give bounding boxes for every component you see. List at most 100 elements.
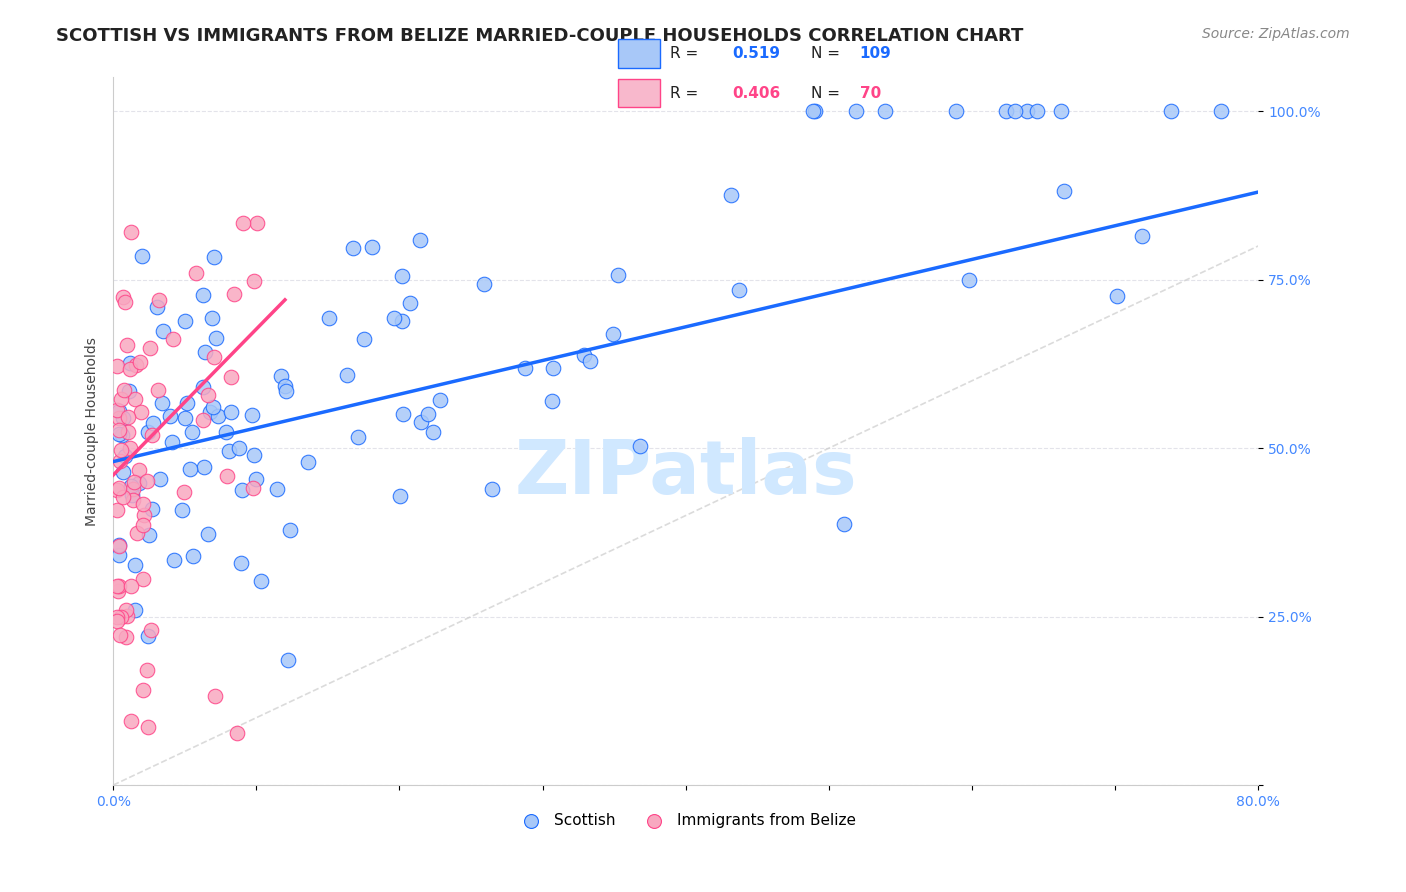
Point xyxy=(628,439,651,453)
Point xyxy=(945,104,967,119)
Point xyxy=(160,435,183,450)
Point xyxy=(429,392,451,407)
Point xyxy=(107,614,129,628)
Point xyxy=(336,368,359,382)
Point xyxy=(572,348,595,362)
Point xyxy=(297,455,319,469)
Point xyxy=(111,290,134,304)
Point xyxy=(353,332,375,346)
Text: R =: R = xyxy=(671,45,703,61)
Point xyxy=(224,286,246,301)
Point xyxy=(107,584,129,599)
Point xyxy=(389,489,412,503)
Point xyxy=(125,358,148,372)
Point xyxy=(607,268,630,282)
Point xyxy=(108,539,131,553)
Point xyxy=(1017,104,1039,119)
Point xyxy=(112,491,135,505)
Point xyxy=(107,359,129,373)
Point xyxy=(416,407,439,421)
Point xyxy=(110,610,132,624)
Point xyxy=(959,273,981,287)
Point xyxy=(122,475,145,490)
Point xyxy=(270,369,292,384)
Point xyxy=(278,523,301,537)
Point xyxy=(1130,228,1153,243)
Point xyxy=(191,413,214,427)
Point xyxy=(128,475,150,490)
Point xyxy=(392,408,415,422)
Point xyxy=(215,469,238,483)
Point xyxy=(107,579,129,593)
Point xyxy=(578,354,600,368)
Point xyxy=(875,104,897,119)
Point xyxy=(132,508,155,523)
Bar xyxy=(619,39,659,68)
Point xyxy=(1105,289,1128,303)
Point xyxy=(117,384,139,398)
Point xyxy=(391,269,413,284)
Point xyxy=(146,384,169,398)
Point xyxy=(720,187,742,202)
Point xyxy=(141,428,163,442)
Point xyxy=(122,492,145,507)
Text: 70: 70 xyxy=(859,86,882,101)
Point xyxy=(124,558,146,572)
Point xyxy=(139,341,162,355)
Point xyxy=(131,249,153,263)
Point xyxy=(115,602,138,616)
Text: ZIPatlas: ZIPatlas xyxy=(515,437,858,510)
Point xyxy=(142,416,165,430)
Point xyxy=(120,579,142,593)
Point xyxy=(152,324,174,338)
Point xyxy=(273,379,295,393)
Point xyxy=(117,409,139,424)
Point xyxy=(125,526,148,541)
Point xyxy=(994,104,1017,119)
Point xyxy=(242,481,264,495)
Point xyxy=(132,572,155,586)
Point xyxy=(110,443,132,458)
Point xyxy=(108,579,131,593)
Point xyxy=(243,274,266,288)
Text: 0.406: 0.406 xyxy=(733,86,780,101)
Point xyxy=(132,497,155,511)
Text: R =: R = xyxy=(671,86,703,101)
Point xyxy=(513,361,536,376)
Point xyxy=(173,485,195,500)
Point xyxy=(107,503,129,517)
Point xyxy=(108,548,131,562)
Point xyxy=(128,355,150,369)
Point xyxy=(201,310,224,325)
Point xyxy=(110,628,132,642)
Point xyxy=(107,483,129,498)
Point xyxy=(246,216,269,230)
Point xyxy=(186,266,208,280)
Point xyxy=(118,361,141,376)
Point xyxy=(110,392,132,406)
Point xyxy=(129,404,152,418)
Point xyxy=(108,481,131,495)
Point xyxy=(250,574,273,588)
Point xyxy=(118,356,141,370)
Point xyxy=(148,293,170,307)
Point xyxy=(219,404,242,418)
Point xyxy=(1004,104,1026,119)
Point xyxy=(266,482,288,496)
Point xyxy=(115,608,138,623)
Point xyxy=(228,441,250,455)
Point xyxy=(226,725,249,739)
Point xyxy=(114,294,136,309)
Point xyxy=(111,427,134,442)
Point xyxy=(1026,104,1049,119)
Point xyxy=(163,553,186,567)
Point xyxy=(117,425,139,440)
Point xyxy=(231,557,253,571)
Point xyxy=(124,392,146,406)
Point xyxy=(120,478,142,492)
Bar xyxy=(619,78,659,108)
Point xyxy=(231,483,253,498)
Point xyxy=(172,503,194,517)
Point xyxy=(108,454,131,468)
Point xyxy=(121,488,143,502)
